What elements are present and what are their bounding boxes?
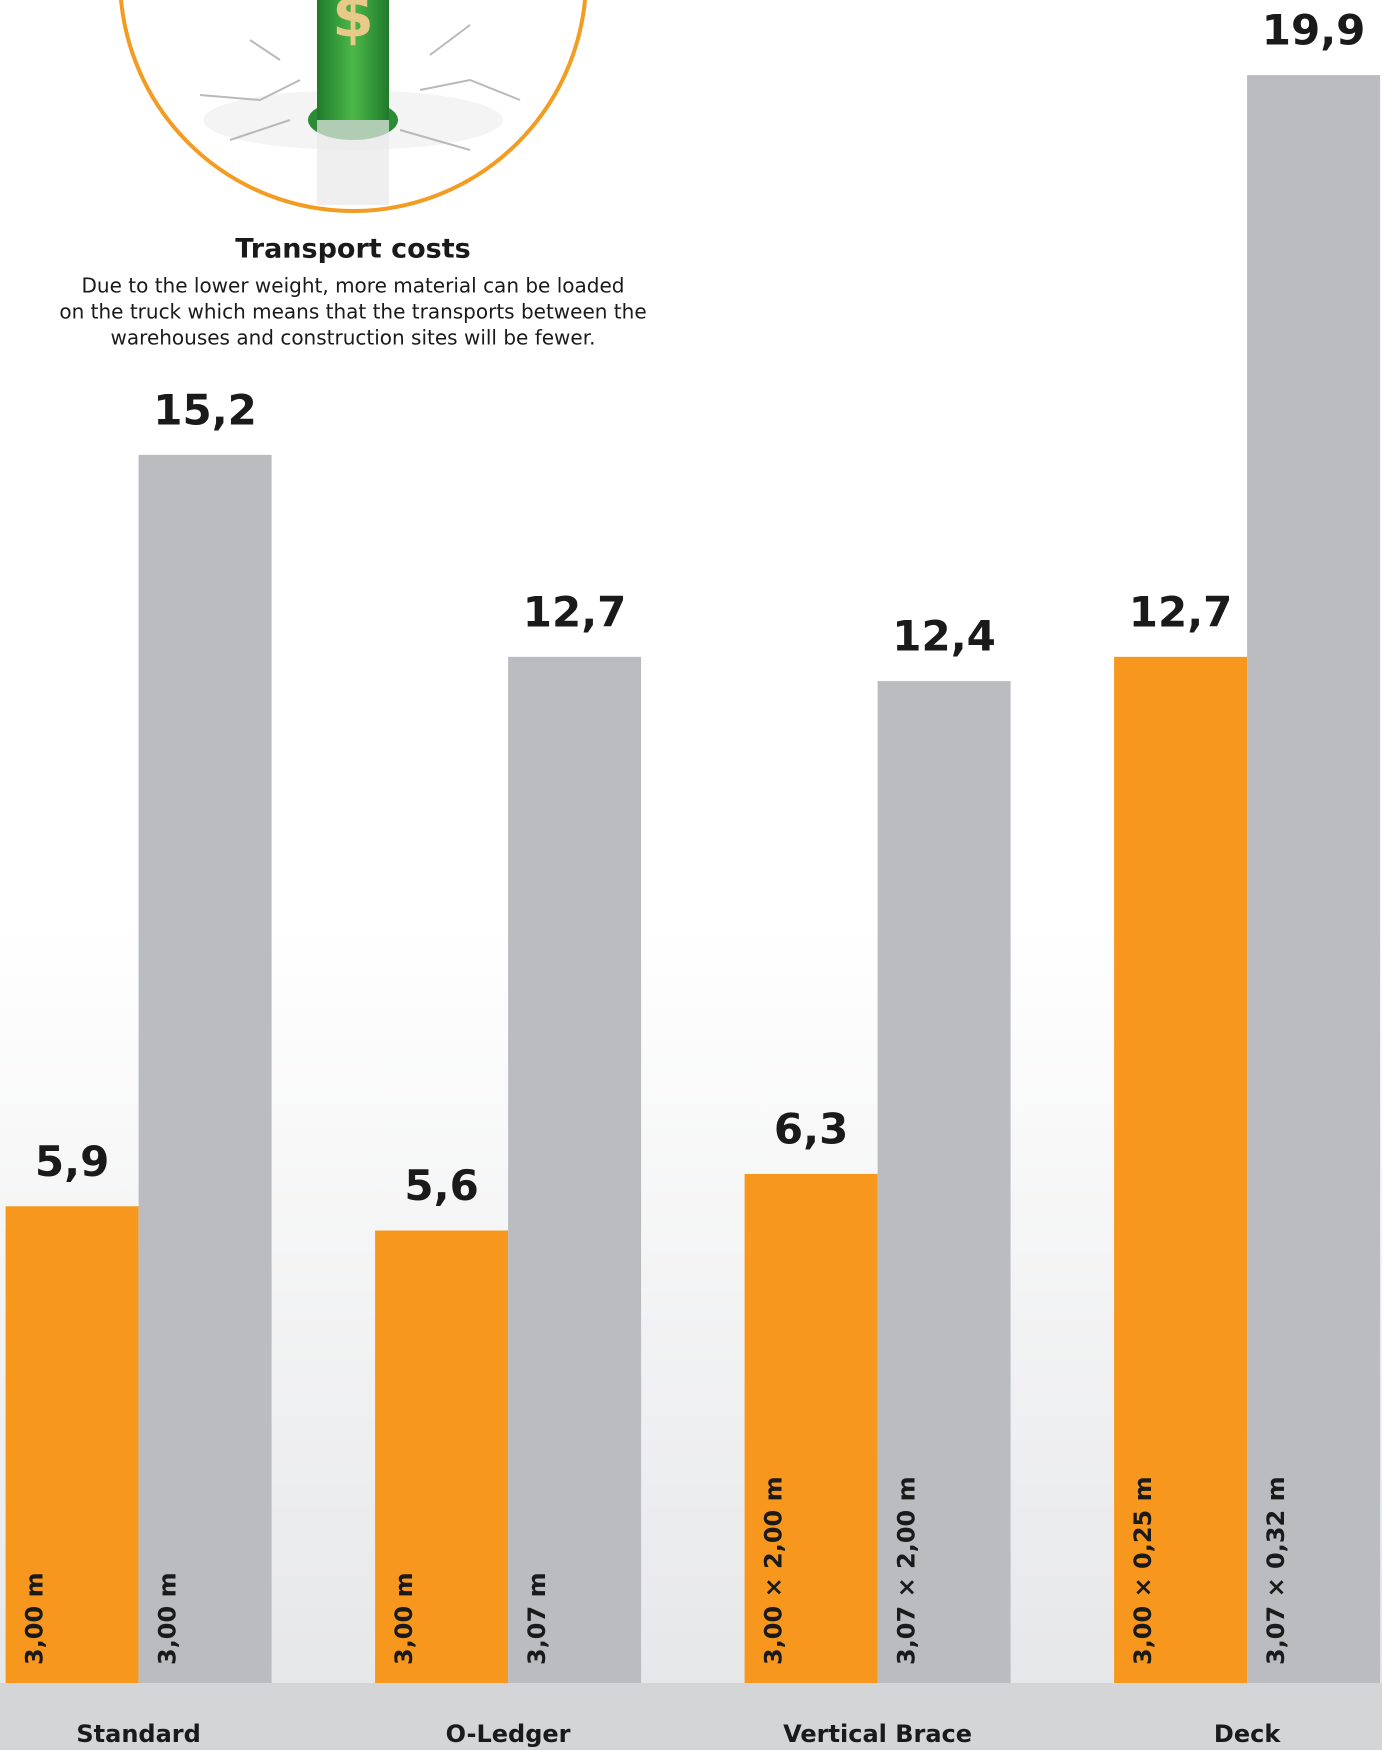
value-label: 12,4 (892, 612, 996, 661)
category-label: Deck (1214, 1720, 1281, 1748)
value-label: 19,9 (1262, 6, 1366, 55)
value-label: 5,9 (35, 1137, 109, 1186)
bar-label: 3,00 × 0,25 m (1129, 1476, 1157, 1665)
bar (1247, 75, 1381, 1684)
subtitle-line: warehouses and construction sites will b… (111, 326, 596, 350)
bar-label: 3,07 m (523, 1572, 551, 1665)
illustration: $ (119, 0, 587, 213)
bar-label: 3,07 × 0,32 m (1262, 1476, 1290, 1665)
chart-title: Transport costs (235, 234, 470, 265)
bar (508, 656, 642, 1683)
value-label: 5,6 (404, 1161, 478, 1210)
bar-label: 3,00 m (390, 1572, 418, 1665)
category-label: Standard (76, 1720, 200, 1748)
footer-band (0, 1683, 1382, 1750)
svg-text:$: $ (332, 0, 374, 52)
category-label: O-Ledger (446, 1720, 571, 1748)
bar (744, 1173, 878, 1683)
bar (5, 1206, 139, 1683)
value-label: 6,3 (774, 1104, 848, 1153)
category-label: Vertical Brace (783, 1720, 972, 1748)
value-label: 12,7 (1129, 587, 1233, 636)
subtitle-line: Due to the lower weight, more material c… (82, 274, 625, 298)
bar (138, 454, 272, 1684)
bar (1114, 656, 1248, 1683)
bar-label: 3,07 × 2,00 m (893, 1476, 921, 1665)
bar (877, 681, 1011, 1683)
bar (375, 1230, 509, 1683)
value-label: 15,2 (153, 385, 257, 434)
bar-label: 3,00 × 2,00 m (760, 1476, 788, 1665)
bar-label: 3,00 m (154, 1572, 182, 1665)
bar-label: 3,00 m (21, 1572, 49, 1665)
subtitle-line: on the truck which means that the transp… (59, 300, 646, 324)
value-label: 12,7 (523, 587, 627, 636)
